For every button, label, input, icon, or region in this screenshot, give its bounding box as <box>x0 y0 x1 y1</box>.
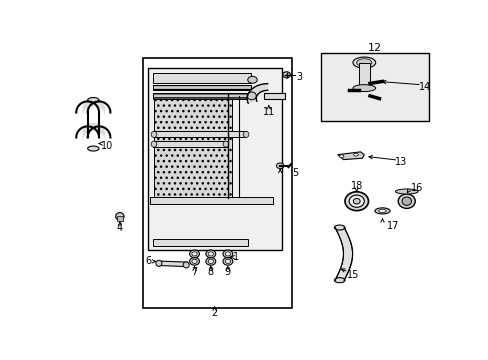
Text: 2: 2 <box>211 309 217 319</box>
Ellipse shape <box>352 85 375 91</box>
Ellipse shape <box>156 260 162 266</box>
Ellipse shape <box>247 76 257 83</box>
Ellipse shape <box>223 250 232 258</box>
Text: 14: 14 <box>418 82 430 92</box>
Bar <box>153 93 251 99</box>
Ellipse shape <box>348 195 364 207</box>
Bar <box>154 93 231 198</box>
Bar <box>159 261 187 267</box>
Ellipse shape <box>208 259 213 264</box>
Bar <box>117 216 122 221</box>
Ellipse shape <box>401 197 410 205</box>
Ellipse shape <box>191 252 197 256</box>
Ellipse shape <box>374 208 389 214</box>
Ellipse shape <box>339 155 343 158</box>
Ellipse shape <box>191 259 197 264</box>
Bar <box>153 131 245 138</box>
Ellipse shape <box>189 257 199 265</box>
Ellipse shape <box>205 257 215 265</box>
Bar <box>358 63 369 85</box>
Bar <box>142 58 292 308</box>
Ellipse shape <box>397 194 414 208</box>
Text: 11: 11 <box>262 107 274 117</box>
Ellipse shape <box>334 225 344 230</box>
Ellipse shape <box>223 257 232 265</box>
Ellipse shape <box>352 57 375 68</box>
Text: 15: 15 <box>346 270 358 280</box>
Text: 3: 3 <box>295 72 302 82</box>
Ellipse shape <box>183 262 189 268</box>
Bar <box>153 85 251 90</box>
Text: 6: 6 <box>145 256 151 266</box>
Ellipse shape <box>208 252 213 256</box>
Text: 13: 13 <box>394 157 407 167</box>
Ellipse shape <box>225 259 230 264</box>
Text: 10: 10 <box>100 141 113 151</box>
Text: 9: 9 <box>224 267 230 277</box>
Ellipse shape <box>282 72 290 78</box>
Bar <box>153 239 247 246</box>
Ellipse shape <box>116 212 124 220</box>
Bar <box>153 141 226 147</box>
Text: 5: 5 <box>292 168 298 179</box>
Bar <box>153 73 251 84</box>
Ellipse shape <box>151 141 157 147</box>
Ellipse shape <box>151 131 157 138</box>
Ellipse shape <box>276 163 284 168</box>
Text: 4: 4 <box>117 222 122 233</box>
Polygon shape <box>247 84 267 103</box>
Ellipse shape <box>205 250 215 258</box>
Ellipse shape <box>353 153 358 156</box>
Bar <box>320 53 428 121</box>
Text: 16: 16 <box>409 183 422 193</box>
Ellipse shape <box>243 131 248 138</box>
Text: 12: 12 <box>367 43 381 53</box>
Ellipse shape <box>225 252 230 256</box>
Ellipse shape <box>356 59 371 67</box>
Text: 8: 8 <box>207 267 213 277</box>
Ellipse shape <box>334 278 344 283</box>
Text: 1: 1 <box>233 252 239 262</box>
Ellipse shape <box>247 92 256 100</box>
Ellipse shape <box>378 209 386 212</box>
Ellipse shape <box>189 250 199 258</box>
Bar <box>264 93 284 99</box>
Ellipse shape <box>87 98 99 103</box>
Text: 18: 18 <box>350 181 362 191</box>
Text: 7: 7 <box>191 267 197 277</box>
Ellipse shape <box>395 189 417 194</box>
Ellipse shape <box>344 192 368 211</box>
Ellipse shape <box>353 198 359 204</box>
Text: 17: 17 <box>386 221 398 231</box>
Bar <box>147 68 282 250</box>
Ellipse shape <box>87 146 99 151</box>
Bar <box>150 197 273 204</box>
Polygon shape <box>337 152 364 159</box>
Ellipse shape <box>223 141 228 147</box>
